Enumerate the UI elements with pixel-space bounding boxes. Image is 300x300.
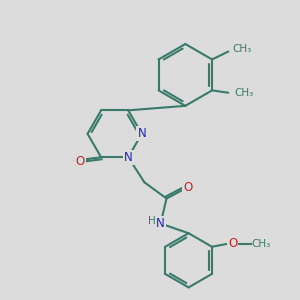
Text: O: O (183, 181, 192, 194)
Text: CH₃: CH₃ (234, 88, 254, 98)
Text: O: O (75, 155, 85, 168)
Text: N: N (124, 151, 133, 164)
Text: O: O (228, 237, 237, 250)
Text: CH₃: CH₃ (233, 44, 252, 54)
Text: CH₃: CH₃ (252, 239, 271, 249)
Text: N: N (156, 217, 165, 230)
Text: N: N (137, 127, 146, 140)
Text: H: H (148, 216, 156, 226)
